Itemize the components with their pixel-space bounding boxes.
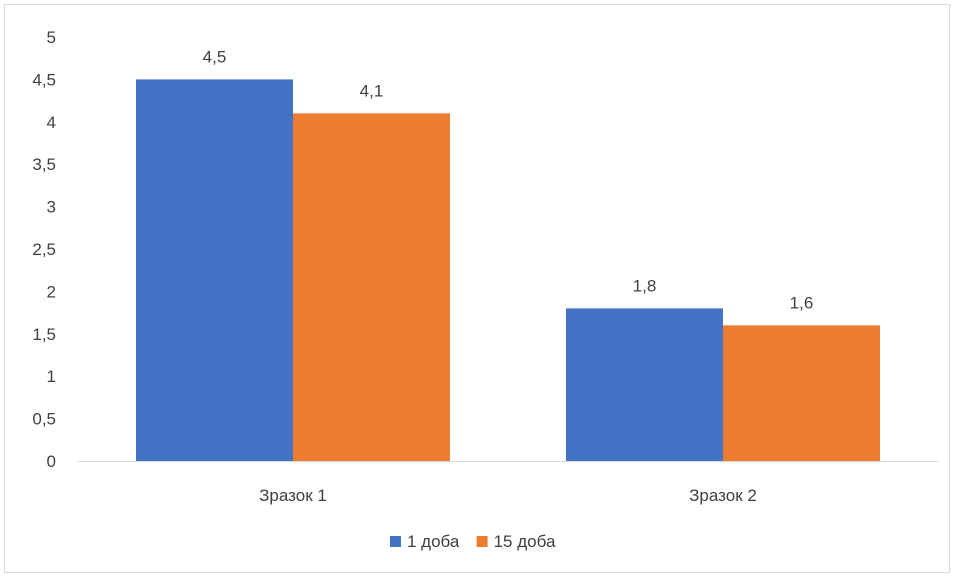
category-labels: Зразок 1 Зразок 2: [259, 486, 757, 505]
bar: [293, 113, 450, 461]
data-labels: 4,5 4,1 1,8 1,6: [203, 47, 814, 312]
y-tick-label: 0,5: [32, 410, 56, 429]
y-axis-ticks: 0 0,5 1 1,5 2 2,5 3 3,5 4 4,5 5: [32, 28, 56, 471]
y-tick-label: 2: [47, 282, 56, 301]
data-label: 1,6: [790, 293, 814, 312]
category-label: Зразок 1: [259, 486, 327, 505]
legend-label: 1 доба: [407, 532, 460, 551]
bar: [566, 308, 723, 461]
y-tick-label: 2,5: [32, 240, 56, 259]
legend-swatch: [390, 536, 401, 547]
data-label: 4,1: [360, 81, 384, 100]
bars: [136, 79, 880, 462]
y-tick-label: 1: [47, 367, 56, 386]
bar: [723, 325, 880, 461]
legend-label: 15 доба: [494, 532, 556, 551]
y-tick-label: 5: [47, 28, 56, 47]
y-tick-label: 3: [47, 198, 56, 217]
y-tick-label: 3,5: [32, 155, 56, 174]
y-tick-label: 4,5: [32, 70, 56, 89]
bar: [136, 79, 293, 462]
data-label: 4,5: [203, 47, 227, 66]
legend: 1 доба 15 доба: [390, 532, 556, 551]
category-label: Зразок 2: [689, 486, 757, 505]
y-tick-label: 1,5: [32, 325, 56, 344]
legend-swatch: [476, 536, 488, 547]
y-tick-label: 4: [47, 113, 56, 132]
data-label: 1,8: [633, 276, 657, 295]
y-tick-label: 0: [47, 452, 56, 471]
